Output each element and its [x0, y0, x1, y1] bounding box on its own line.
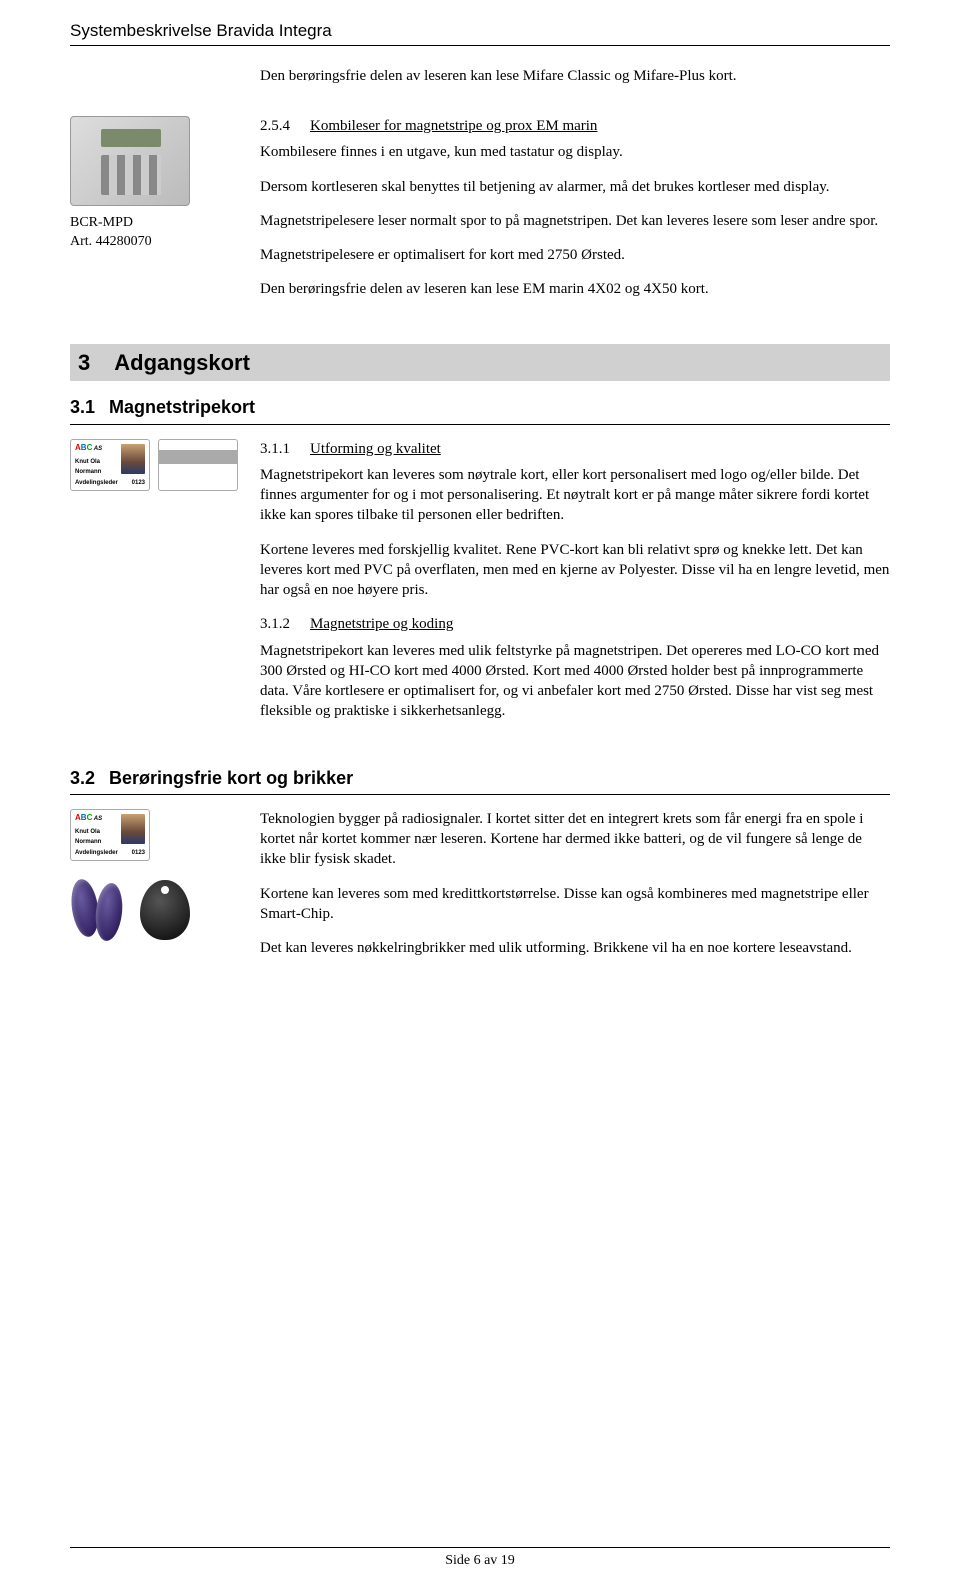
section-3-number: 3	[78, 348, 90, 378]
device-p3: Magnetstripelesere leser normalt spor to…	[260, 211, 890, 231]
sub-3-1-1-title: Utforming og kvalitet	[310, 439, 441, 459]
rule	[70, 794, 890, 795]
page-number: Side 6 av 19	[445, 1553, 515, 1568]
subheading-title: Kombileser for magnetstripe og prox EM m…	[310, 116, 597, 136]
round-fob-image	[140, 880, 190, 940]
subsection-3-1-heading: 3.1 Magnetstripekort	[70, 395, 890, 419]
rfid-figures: ABC AS Knut Ola Normann Avdelingsleder 0…	[70, 809, 240, 945]
s32-p2: Kortene kan leveres som med kredittkorts…	[260, 884, 890, 925]
intro-paragraph: Den berøringsfrie delen av leseren kan l…	[260, 66, 890, 86]
page-header: Systembeskrivelse Bravida Integra	[70, 20, 890, 46]
card-figures: ABC AS Knut Ola Normann Avdelingsleder 0…	[70, 439, 240, 499]
s311-p2: Kortene leveres med forskjellig kvalitet…	[260, 540, 890, 601]
subsection-3-1-number: 3.1	[70, 395, 95, 419]
device-caption-line2: Art. 44280070	[70, 233, 240, 252]
subsection-3-2-number: 3.2	[70, 766, 95, 790]
section-3-heading: 3 Adgangskort	[70, 344, 890, 382]
device-p4: Magnetstripelesere er optimalisert for k…	[260, 245, 890, 265]
device-p2: Dersom kortleseren skal benyttes til bet…	[260, 177, 890, 197]
s32-p3: Det kan leveres nøkkelringbrikker med ul…	[260, 938, 890, 958]
magstripe-card-image	[158, 439, 238, 491]
device-figure: BCR-MPD Art. 44280070	[70, 116, 240, 252]
sub-3-1-2-title: Magnetstripe og koding	[310, 614, 453, 634]
device-caption-line1: BCR-MPD	[70, 214, 240, 233]
sub-3-1-1-number: 3.1.1	[260, 439, 310, 459]
subheading-number: 2.5.4	[260, 116, 310, 136]
id-card-image: ABC AS Knut Ola Normann Avdelingsleder 0…	[70, 439, 150, 491]
page-footer: Side 6 av 19	[70, 1547, 890, 1571]
section-3-title: Adgangskort	[114, 348, 250, 378]
device-p1: Kombilesere finnes i en utgave, kun med …	[260, 142, 890, 162]
s312-p1: Magnetstripekort kan leveres med ulik fe…	[260, 641, 890, 722]
subsection-3-1-title: Magnetstripekort	[109, 395, 255, 419]
subsection-3-2-heading: 3.2 Berøringsfrie kort og brikker	[70, 766, 890, 790]
rule	[70, 424, 890, 425]
sub-3-1-2-number: 3.1.2	[260, 614, 310, 634]
device-p5: Den berøringsfrie delen av leseren kan l…	[260, 279, 890, 299]
keypad-reader-image	[70, 116, 190, 206]
header-text: Systembeskrivelse Bravida Integra	[70, 21, 332, 40]
rfid-id-card-image: ABC AS Knut Ola Normann Avdelingsleder 0…	[70, 809, 150, 861]
s32-p1: Teknologien bygger på radiosignaler. I k…	[260, 809, 890, 870]
oval-fobs-image	[70, 875, 130, 945]
s311-p1: Magnetstripekort kan leveres som nøytral…	[260, 465, 890, 526]
subsection-3-2-title: Berøringsfrie kort og brikker	[109, 766, 353, 790]
